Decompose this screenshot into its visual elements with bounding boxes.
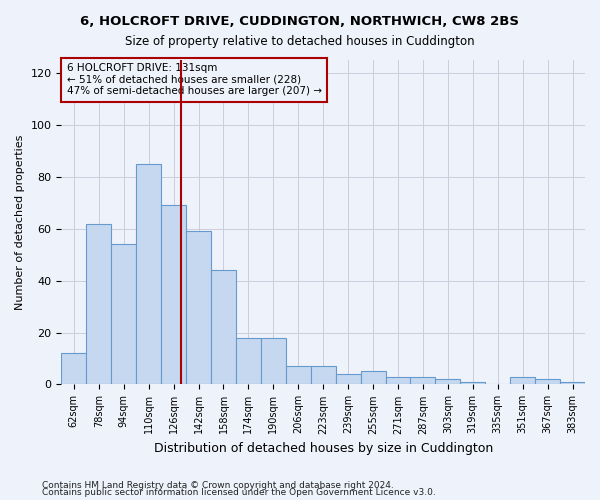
Y-axis label: Number of detached properties: Number of detached properties — [15, 134, 25, 310]
Bar — [136, 164, 161, 384]
Bar — [386, 376, 410, 384]
Bar — [436, 380, 460, 384]
Bar — [535, 380, 560, 384]
Bar — [161, 206, 186, 384]
Text: Size of property relative to detached houses in Cuddington: Size of property relative to detached ho… — [125, 35, 475, 48]
Bar — [560, 382, 585, 384]
Text: Contains public sector information licensed under the Open Government Licence v3: Contains public sector information licen… — [42, 488, 436, 497]
Bar — [86, 224, 111, 384]
Bar — [236, 338, 261, 384]
Bar — [510, 376, 535, 384]
Text: 6, HOLCROFT DRIVE, CUDDINGTON, NORTHWICH, CW8 2BS: 6, HOLCROFT DRIVE, CUDDINGTON, NORTHWICH… — [80, 15, 520, 28]
Bar — [335, 374, 361, 384]
Bar — [311, 366, 335, 384]
Bar — [186, 232, 211, 384]
Text: Contains HM Land Registry data © Crown copyright and database right 2024.: Contains HM Land Registry data © Crown c… — [42, 480, 394, 490]
X-axis label: Distribution of detached houses by size in Cuddington: Distribution of detached houses by size … — [154, 442, 493, 455]
Bar — [410, 376, 436, 384]
Bar — [286, 366, 311, 384]
Bar — [261, 338, 286, 384]
Bar — [361, 372, 386, 384]
Bar — [61, 354, 86, 384]
Bar — [211, 270, 236, 384]
Text: 6 HOLCROFT DRIVE: 131sqm
← 51% of detached houses are smaller (228)
47% of semi-: 6 HOLCROFT DRIVE: 131sqm ← 51% of detach… — [67, 63, 322, 96]
Bar — [111, 244, 136, 384]
Bar — [460, 382, 485, 384]
